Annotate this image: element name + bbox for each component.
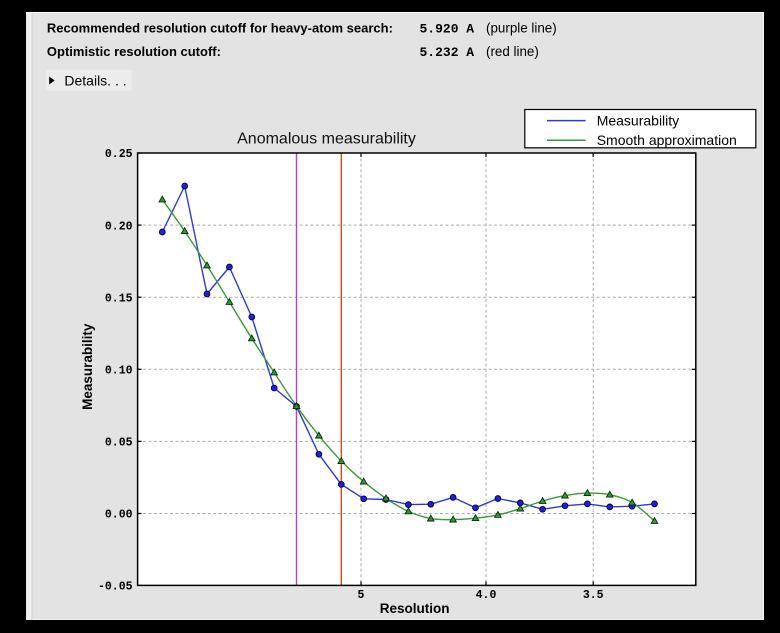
svg-text:-0.05: -0.05 bbox=[98, 581, 133, 594]
svg-text:5: 5 bbox=[358, 589, 365, 602]
svg-text:4.0: 4.0 bbox=[476, 589, 497, 602]
svg-text:Smooth approximation: Smooth approximation bbox=[597, 132, 737, 148]
svg-text:0.20: 0.20 bbox=[105, 220, 133, 233]
svg-text:5.232 A: 5.232 A bbox=[420, 45, 475, 60]
svg-text:Measurability: Measurability bbox=[80, 323, 95, 410]
svg-text:0.00: 0.00 bbox=[105, 509, 133, 522]
svg-text:Recommended resolution cutoff: Recommended resolution cutoff for heavy-… bbox=[47, 20, 393, 35]
svg-text:3.5: 3.5 bbox=[583, 589, 604, 602]
svg-text:0.10: 0.10 bbox=[105, 365, 133, 378]
svg-text:0.25: 0.25 bbox=[105, 148, 133, 161]
svg-text:Anomalous measurability: Anomalous measurability bbox=[237, 131, 416, 148]
svg-text:0.05: 0.05 bbox=[105, 437, 133, 450]
svg-text:0.15: 0.15 bbox=[105, 292, 133, 305]
svg-text:(purple line): (purple line) bbox=[486, 20, 557, 35]
svg-text:(red line): (red line) bbox=[486, 44, 539, 59]
svg-text:Measurability: Measurability bbox=[597, 112, 679, 128]
svg-text:5.920 A: 5.920 A bbox=[420, 21, 475, 36]
svg-text:Optimistic resolution cutoff:: Optimistic resolution cutoff: bbox=[47, 44, 221, 59]
svg-text:Resolution: Resolution bbox=[380, 601, 450, 616]
svg-text:Details. . .: Details. . . bbox=[64, 72, 126, 88]
